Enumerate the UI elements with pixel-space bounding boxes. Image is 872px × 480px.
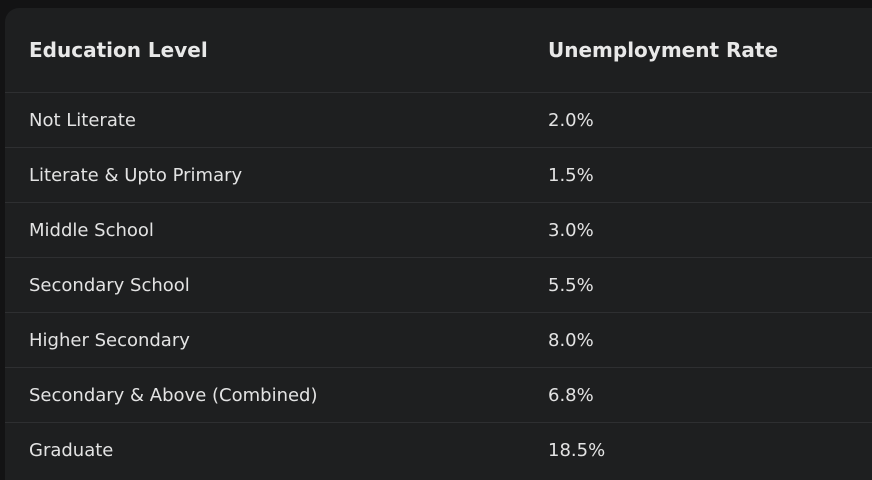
table-row: Graduate 18.5% [5, 423, 872, 478]
rate-cell: 1.5% [524, 147, 872, 203]
data-table: Education Level Unemployment Rate Not Lit… [5, 8, 872, 477]
education-level-cell: Higher Secondary [5, 312, 524, 368]
header-row: Education Level Unemployment Rate [5, 8, 872, 93]
rate-cell: 5.5% [524, 257, 872, 313]
table-row: Not Literate 2.0% [5, 92, 872, 148]
education-level-cell: Graduate [29, 439, 114, 461]
table-body: Not Literate 2.0% Literate & Upto Primary 1… [5, 92, 872, 478]
table-row: Literate & Upto Primary 1.5% [5, 147, 872, 203]
education-level-cell: Secondary School [5, 257, 524, 313]
rate-cell: 3.0% [524, 202, 872, 258]
table-card: Education Level Unemployment Rate Not Lit… [5, 8, 872, 480]
column-header: Education Level [5, 8, 524, 93]
table-head: Education Level Unemployment Rate [5, 8, 872, 93]
rate-cell: 2.0% [524, 92, 872, 148]
table-row: Higher Secondary 8.0% [5, 312, 872, 368]
rate-cell: 8.0% [524, 312, 872, 368]
education-level-cell: Literate & Upto Primary [5, 147, 524, 203]
education-level-cell: Middle School [5, 202, 524, 258]
education-level-cell: Not Literate [5, 92, 524, 148]
rate-cell: 18.5% [548, 439, 606, 461]
table-row: Secondary & Above (Combined) 6.8% [5, 367, 872, 423]
table-row: Middle School 3.0% [5, 202, 872, 258]
rate-cell: 6.8% [524, 367, 872, 423]
table-row: Secondary School 5.5% [5, 257, 872, 313]
column-header: Unemployment Rate [524, 8, 872, 93]
education-level-cell: Secondary & Above (Combined) [5, 367, 524, 423]
